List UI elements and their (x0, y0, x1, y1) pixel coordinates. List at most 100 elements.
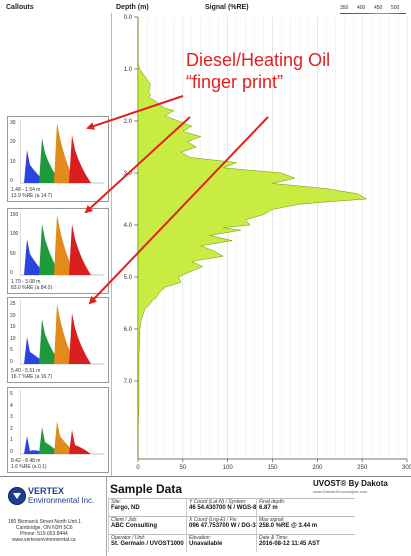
company-name: VERTEX (28, 486, 65, 496)
wavelength-500: 500 (391, 5, 400, 11)
signal-tick-label: 50 (179, 465, 186, 471)
sample-info-cell: Date & Time: 2016-08-12 11:45 AST (256, 534, 355, 552)
callout-signal-value: 83.0 %RE (a 84.0) (11, 285, 53, 291)
spectrum-peak-450 (54, 123, 76, 183)
depth-tick-label: 4.0 (124, 223, 133, 229)
callout-ytick: 15 (10, 324, 16, 331)
callout-ytick: 5 (10, 391, 13, 397)
depth-tick-label: 5.0 (124, 275, 133, 281)
callout-ytick: 0 (10, 449, 13, 455)
wavelength-legend: 350 400 450 500 (340, 4, 411, 14)
sample-data-title: Sample Data (110, 482, 183, 496)
sample-info-cell: Final depth: 6.87 m (256, 498, 355, 516)
spectrum-peak-500 (69, 135, 91, 183)
spectrum-peak-450 (54, 421, 76, 454)
callout-ytick: 3 (10, 414, 13, 421)
callout-ytick: 20 (10, 139, 16, 146)
address-line-2: Cambridge, ON N3H 5C6 (16, 525, 73, 531)
sample-info-label: Final depth: (259, 499, 286, 505)
signal-tick-label: 300 (402, 465, 411, 471)
sample-info-value: 096 47.753700 W / DG-3D (189, 523, 257, 529)
callout-depth-range: 8.42 - 8.48 m (11, 458, 41, 464)
callout-ytick: 5 (10, 347, 13, 354)
annotation-arrow-1 (86, 95, 184, 130)
annotation-arrow-2 (84, 116, 191, 214)
spectrum-peak-450 (54, 304, 76, 364)
callout-depth-range: 5.40 - 5.51 m (11, 368, 41, 374)
sample-info-value: ABC Consulting (111, 523, 157, 529)
callout-column (3, 13, 112, 476)
spectrum-peak-450 (54, 215, 76, 275)
sample-info-cell: Y Coord (Lat-N) / System: 46 54.430700 N … (186, 498, 257, 516)
callout-signal-value: 1.6 %RE (a 0.1) (11, 464, 47, 470)
callout-box-2: 150 100 50 0 1.79 - 3.08 m 83.0 %RE (a 84.0) (7, 208, 109, 294)
spectrum-peak-350 (24, 239, 46, 275)
depth-tick-label: 0.0 (124, 15, 133, 21)
sample-info-cell: Client / Job: ABC Consulting (108, 516, 187, 534)
callout-ytick: 50 (10, 250, 16, 257)
address-line-1: 180 Bismarck Street North Unit 1 (8, 519, 82, 525)
depth-signal-chart: 0.01.02.03.04.05.06.07.00501001502002503… (84, 15, 411, 471)
spectrum-peak-350 (24, 337, 46, 364)
spectrum-peak-400 (39, 138, 61, 183)
annotation-line-2: “finger print” (186, 72, 284, 92)
sample-info-cell: Elevation: Unavailable (186, 534, 257, 552)
depth-tick-label: 6.0 (124, 327, 133, 333)
sample-info-value: 6.87 m (259, 505, 278, 511)
sample-info-label: Operator / Unit: (111, 535, 146, 541)
sample-info-value: 46 54.430700 N / WGS-84 (189, 505, 257, 511)
signal-tick-label: 100 (223, 465, 234, 471)
sample-info-value: St. Germain / UVOST1000 (111, 541, 184, 547)
callout-signal-value: 13.9 %RE (a 14.7) (11, 193, 53, 199)
uvost-brand-website: www.DakotaTechnologies.com (313, 489, 368, 494)
callout-ytick: 10 (10, 158, 16, 165)
sample-info-cell: X Coord (Lng-E) / Fix: 096 47.753700 W / … (186, 516, 257, 534)
signal-area-series-0 (137, 17, 368, 459)
callout-depth-range: 1.79 - 3.08 m (11, 279, 41, 285)
callout-ytick: 4 (10, 402, 13, 409)
footer-panel: VERTEX Environmental Inc. 180 Bismarck S… (0, 476, 411, 556)
sample-info-cell: Operator / Unit: St. Germain / UVOST1000 (108, 534, 187, 552)
wavelength-400: 400 (357, 5, 366, 11)
callout-ytick: 0 (10, 270, 13, 276)
annotation-line-1: Diesel/Heating Oil (186, 50, 331, 70)
depth-tick-label: 7.0 (124, 379, 133, 385)
callout-box-3: 25 20 15 10 5 0 5.40 - 5.51 m 16.7 %RE (a 16.7) (7, 297, 109, 383)
sample-info-label: Client / Job: (111, 517, 138, 523)
spectrum-peak-400 (39, 319, 61, 364)
callouts-header: Callouts (6, 4, 34, 11)
signal-tick-label: 250 (357, 465, 368, 471)
callout-spectrum (20, 390, 104, 455)
signal-tick-label: 150 (267, 465, 278, 471)
spectrum-peak-500 (69, 313, 91, 364)
address-website: www.vertexenvironmental.ca (12, 537, 76, 543)
wavelength-450: 450 (374, 5, 383, 11)
spectrum-peak-350 (24, 150, 46, 183)
sample-info-cell: Max signal: 258.0 %RE @ 3.44 m (256, 516, 355, 534)
wavelength-color-bar (340, 13, 406, 14)
callout-ytick: 10 (10, 335, 16, 342)
sample-info-value: Unavailable (189, 541, 223, 547)
callout-spectrum (20, 211, 104, 276)
spectrum-peak-400 (39, 224, 61, 275)
callout-ytick: 25 (10, 301, 16, 307)
depth-tick-label: 2.0 (124, 119, 133, 125)
callout-ytick: 100 (10, 231, 19, 238)
callout-ytick: 0 (10, 178, 13, 184)
sample-info-label: Max signal: (259, 517, 285, 523)
spectrum-peak-500 (69, 224, 91, 275)
callout-ytick: 150 (10, 212, 19, 218)
callout-ytick: 20 (10, 312, 16, 319)
spectrum-peak-500 (69, 430, 91, 454)
depth-axis-title: Depth (m) (116, 4, 149, 11)
callout-signal-value: 16.7 %RE (a 16.7) (11, 374, 53, 380)
company-subname: Environmental Inc. (28, 496, 95, 505)
signal-tick-label: 200 (312, 465, 323, 471)
depth-tick-label: 1.0 (124, 67, 133, 73)
callout-spectrum (20, 300, 104, 365)
annotation-arrow-3 (88, 116, 269, 305)
callout-ytick: 2 (10, 425, 13, 432)
sample-info-label: Date & Time: (259, 535, 289, 541)
uvost-brand-title: UVOST® By Dakota (313, 479, 388, 488)
callout-ytick: 30 (10, 120, 16, 126)
